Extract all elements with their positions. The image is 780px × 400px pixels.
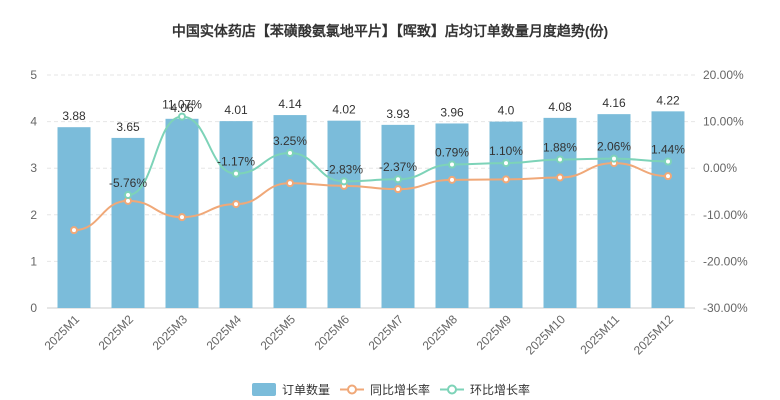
line-point: [286, 179, 294, 188]
series-line: [73, 162, 669, 232]
y-axis-left: 0 1 2 3 4 5: [30, 68, 37, 315]
bar-data-label: 4.06: [170, 101, 194, 115]
data-labels: 3.88 3.65 4.06 4.01 4.14 4.02 3.93 3.96 4.0 4.08 4…: [62, 93, 685, 190]
y-tick-label-right: -20.00%: [703, 254, 748, 268]
x-tick-label: 2025M2: [96, 312, 137, 353]
y-tick-label-right: 10.00%: [703, 115, 744, 129]
line-point: [664, 172, 672, 181]
line-point: [502, 175, 510, 184]
x-tick-label: 2025M5: [258, 312, 299, 353]
chart-title: 中国实体药店【苯磺酸氨氯地平片】【晖致】店均订单数量月度趋势(份): [172, 23, 608, 39]
bar-data-label: 3.88: [62, 109, 86, 123]
legend-item-mom[interactable]: 环比增长率: [440, 382, 530, 397]
series-line: [127, 115, 669, 197]
legend-item-yoy[interactable]: 同比增长率: [340, 382, 430, 397]
y-tick-label-left: 0: [30, 301, 37, 315]
x-tick-label: 2025M10: [523, 312, 569, 358]
line-point: [664, 157, 672, 166]
bar: [327, 120, 361, 308]
x-tick-label: 2025M1: [42, 312, 83, 353]
bar: [489, 121, 523, 308]
bar-data-label: 4.16: [602, 96, 626, 110]
line-point: [610, 154, 618, 163]
x-tick-label: 2025M6: [312, 312, 353, 353]
mom-data-label: 3.25%: [273, 134, 307, 148]
y-tick-label-left: 4: [30, 115, 37, 129]
mom-data-label: 11.07%: [162, 98, 202, 112]
bar-series: [57, 111, 685, 309]
bar: [597, 114, 631, 308]
bar-data-label: 4.14: [278, 97, 302, 111]
x-tick-label: 2025M7: [366, 312, 407, 353]
y-tick-label-right: 20.00%: [703, 68, 744, 82]
line-point: [394, 175, 402, 184]
legend-marker-mom: [447, 384, 457, 395]
bar-data-label: 3.96: [440, 105, 464, 119]
line-point: [232, 169, 240, 178]
y-tick-label-right: -10.00%: [703, 208, 748, 222]
line-point: [178, 112, 186, 121]
x-axis: 2025M1 2025M2 2025M3 2025M4 2025M5 2025M6 2025…: [42, 312, 677, 358]
legend-item-orders[interactable]: 订单数量: [252, 382, 330, 397]
bar: [435, 123, 469, 309]
bar: [651, 111, 685, 309]
legend-label-mom: 环比增长率: [470, 382, 530, 397]
y-axis-right: -30.00% -20.00% -10.00% 0.00% 10.00% 20.00%: [703, 68, 748, 315]
line-point: [556, 155, 564, 164]
x-tick-label: 2025M12: [631, 312, 677, 358]
x-tick-label: 2025M3: [150, 312, 191, 353]
legend-label-orders: 订单数量: [282, 382, 330, 397]
bar-data-label: 4.02: [332, 103, 356, 117]
line-point: [70, 226, 78, 235]
y-tick-label-right: -30.00%: [703, 301, 748, 315]
bar: [111, 137, 145, 308]
mom-data-label: 1.44%: [651, 142, 685, 156]
y-tick-label-left: 3: [30, 161, 37, 175]
bar-data-label: 3.93: [386, 107, 410, 121]
line-point: [286, 149, 294, 158]
x-tick-label: 2025M9: [474, 312, 515, 353]
mom-data-label: 1.88%: [543, 140, 577, 154]
line-point: [448, 160, 456, 169]
bar: [381, 124, 415, 308]
bar-data-label: 4.08: [548, 100, 572, 114]
mom-data-label: 2.06%: [597, 140, 631, 154]
line-point: [340, 177, 348, 186]
line-series: [70, 112, 672, 235]
line-point: [556, 173, 564, 182]
bar-data-label: 4.0: [498, 104, 515, 118]
line-point: [232, 200, 240, 209]
bar: [543, 117, 577, 308]
line-point: [448, 175, 456, 184]
legend-swatch-orders: [252, 383, 276, 396]
grid-lines: [47, 74, 695, 309]
bar: [57, 127, 91, 308]
y-tick-label-left: 5: [30, 68, 37, 82]
mom-data-label: -1.17%: [217, 155, 255, 169]
mom-data-label: 0.79%: [435, 146, 469, 160]
line-point: [502, 159, 510, 168]
bar: [219, 121, 253, 308]
line-point: [394, 185, 402, 194]
x-tick-label: 2025M4: [204, 312, 245, 353]
x-tick-label: 2025M8: [420, 312, 461, 353]
bar-data-label: 4.22: [656, 93, 680, 107]
bar-data-label: 4.01: [224, 103, 248, 117]
bar-data-label: 3.65: [116, 120, 140, 134]
x-tick-label: 2025M11: [577, 312, 622, 357]
mom-data-label: 1.10%: [489, 144, 523, 158]
y-tick-label-left: 1: [30, 254, 37, 268]
mom-data-label: -2.83%: [325, 162, 363, 176]
legend-marker-yoy: [347, 384, 357, 395]
bar: [273, 115, 307, 309]
line-point: [124, 191, 132, 200]
mom-data-label: -2.37%: [379, 160, 417, 174]
legend[interactable]: 订单数量 同比增长率 环比增长率: [252, 382, 530, 397]
mom-data-label: -5.76%: [109, 176, 147, 190]
legend-label-yoy: 同比增长率: [370, 382, 430, 397]
y-tick-label-right: 0.00%: [703, 161, 737, 175]
y-tick-label-left: 2: [30, 208, 37, 222]
line-point: [178, 213, 186, 222]
